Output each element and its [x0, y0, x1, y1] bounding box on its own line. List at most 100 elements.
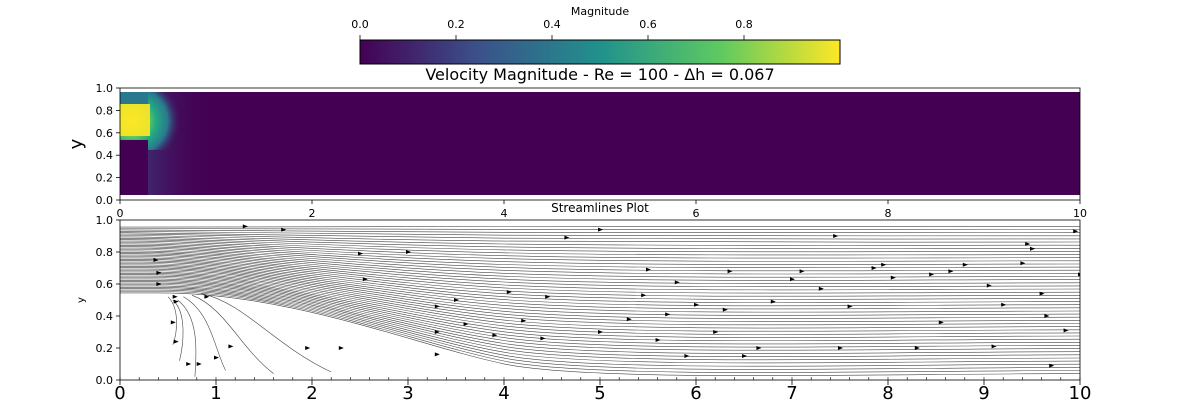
streamline-arrow: [833, 234, 839, 238]
colorbar-gradient: [359, 39, 841, 65]
streamlines-ticks: 0 1 2 3 4 5 6 7 8 9 10 0.0 0.2 0.4 0.6 0.8 1.0: [96, 214, 1092, 400]
streamlines-title: Streamlines Plot: [551, 201, 649, 215]
heatmap-panel: Velocity Magnitude - Re = 100 - Δh = 0.0…: [66, 65, 1087, 220]
streamline-curve: [120, 264, 1080, 313]
streamline-curve: [120, 275, 1080, 338]
recirculation-curve: [191, 294, 274, 374]
streamline-arrow: [742, 354, 747, 358]
streamline-arrow: [818, 286, 824, 291]
streamline-arrow: [173, 339, 179, 344]
colorbar-tick-label: 0.0: [351, 18, 369, 31]
heatmap-ticks: 0 2 4 6 8 10 0.0 0.2 0.4 0.6 0.8 1.0: [96, 82, 1088, 220]
streamline-curve: [120, 266, 1080, 316]
heatmap-top-margin: [120, 88, 1080, 92]
colorbar-tick-label: 0.6: [639, 18, 657, 31]
streamline-arrow: [173, 299, 179, 304]
streamline-arrow: [564, 235, 570, 240]
streamline-arrow: [454, 298, 459, 302]
colorbar-ticks: 0.0 0.2 0.4 0.6 0.8: [351, 18, 753, 40]
streamline-arrow: [172, 294, 178, 299]
streamline-arrow: [1020, 261, 1026, 266]
heatmap-inlet-edge: [120, 92, 148, 104]
streamlines-xtick-label: 1: [210, 383, 221, 400]
heatmap-xtick-label: 2: [309, 207, 316, 220]
streamline-arrow: [684, 354, 690, 358]
heatmap-inlet-band: [120, 104, 150, 136]
streamline-curve: [120, 243, 1080, 265]
streamline-curve: [120, 280, 1080, 348]
streamline-arrow: [929, 272, 935, 277]
streamline-curve: [120, 256, 1080, 294]
streamline-curve: [120, 278, 1080, 345]
streamline-curves: [120, 226, 1080, 377]
streamline-curve: [120, 285, 1080, 361]
streamline-curve: [120, 233, 1080, 243]
streamline-arrow: [1044, 314, 1050, 318]
streamline-arrow: [756, 346, 762, 350]
streamlines-ytick-label: 0.8: [96, 246, 114, 259]
streamline-curve: [120, 263, 1080, 310]
streamline-arrow: [641, 293, 647, 298]
heatmap-bottom-margin: [120, 195, 1080, 200]
recirculation-curve: [201, 293, 332, 373]
streamline-curve: [120, 281, 1080, 351]
streamlines-ytick-label: 1.0: [96, 214, 114, 227]
recirculation-curve: [183, 296, 226, 371]
streamlines-ytick-label: 0.6: [96, 278, 114, 291]
streamline-arrow: [434, 330, 440, 334]
streamline-arrow: [1073, 229, 1079, 234]
streamlines-xtick-label: 8: [882, 383, 893, 400]
streamline-arrow: [156, 282, 162, 286]
streamline-arrow: [948, 269, 954, 274]
streamline-curve: [120, 226, 1080, 228]
streamline-arrow: [228, 344, 234, 349]
streamline-arrow: [799, 269, 805, 274]
streamline-curve: [120, 257, 1080, 297]
streamlines-xtick-label: 3: [402, 383, 413, 400]
streamlines-xtick-label: 2: [306, 383, 317, 400]
streamline-curve: [120, 246, 1080, 272]
streamline-arrow: [1039, 291, 1045, 296]
streamline-arrow: [646, 267, 651, 272]
streamlines-xtick-label: 0: [114, 383, 125, 400]
streamline-arrow: [170, 320, 176, 325]
streamline-arrow: [727, 269, 733, 274]
streamline-curve: [120, 282, 1080, 354]
heatmap-ylabel: y: [66, 138, 87, 149]
streamlines-ytick-label: 0.2: [96, 342, 114, 355]
streamline-curve: [120, 271, 1080, 329]
streamlines-xtick-label: 6: [690, 383, 701, 400]
streamline-arrow: [463, 322, 469, 326]
streamline-curve: [120, 249, 1080, 278]
heatmap-xtick-label: 10: [1073, 207, 1087, 220]
streamline-arrow: [214, 355, 219, 360]
streamline-arrow: [938, 320, 944, 325]
streamline-curve: [120, 239, 1080, 256]
streamline-arrow: [838, 346, 843, 350]
streamline-arrow: [362, 277, 368, 282]
streamlines-ylabel: y: [76, 297, 87, 303]
streamline-curve: [120, 261, 1080, 307]
streamline-curve: [120, 247, 1080, 275]
colorbar-label: Magnitude: [571, 5, 630, 18]
heatmap-ytick-label: 0.6: [96, 127, 114, 140]
streamline-arrow: [1001, 302, 1007, 307]
heatmap-xtick-label: 4: [501, 207, 508, 220]
recirculation-curve: [177, 299, 197, 377]
streamlines-ytick-label: 0.0: [96, 374, 114, 387]
streamline-arrow: [694, 302, 699, 307]
streamline-arrow: [406, 250, 411, 254]
streamline-curve: [120, 245, 1080, 268]
streamline-curve: [120, 274, 1080, 335]
streamline-curve: [120, 270, 1080, 326]
streamline-arrow: [521, 318, 527, 323]
streamline-arrow: [890, 275, 896, 280]
streamline-arrow: [1030, 246, 1035, 251]
streamline-arrow: [914, 346, 920, 350]
heatmap-ytick-label: 0.4: [96, 149, 114, 162]
streamline-curve: [120, 231, 1080, 237]
streamline-arrows: [153, 224, 1080, 368]
streamline-curve: [120, 254, 1080, 291]
streamline-curve: [120, 253, 1080, 288]
